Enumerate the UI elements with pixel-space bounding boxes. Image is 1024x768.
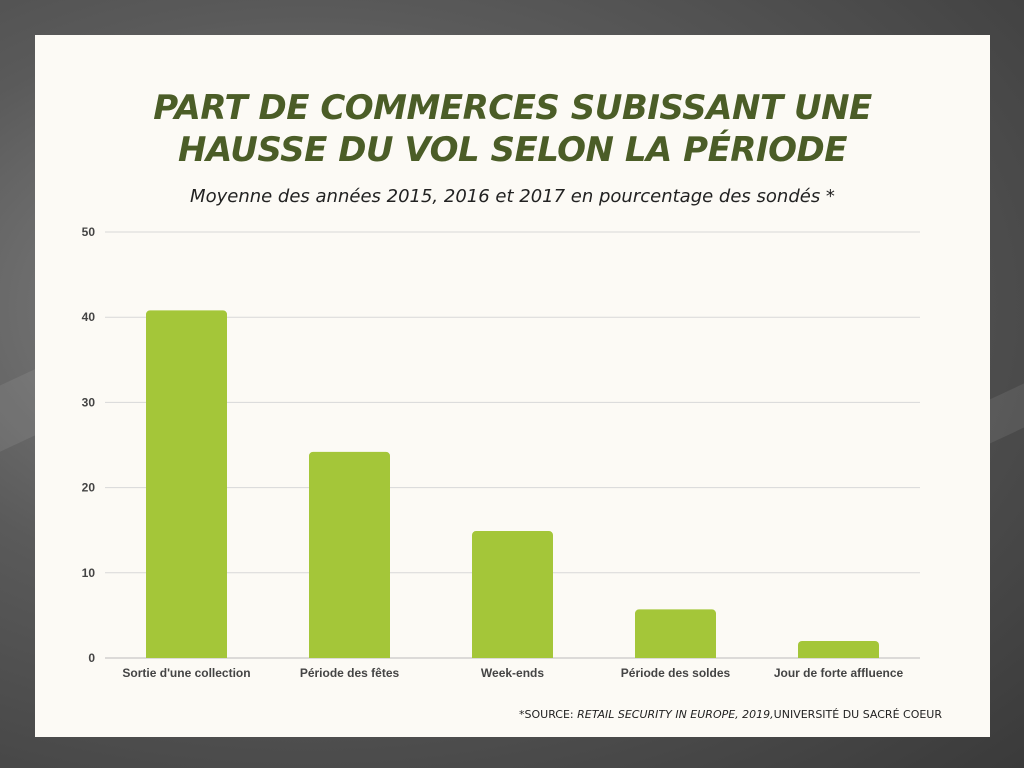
grid-lines [105, 231, 920, 659]
chart-title: PART DE COMMERCES SUBISSANT UNE HAUSSE D… [35, 87, 990, 171]
bars [146, 310, 879, 658]
chart-title-line-2: HAUSSE DU VOL SELON LA PÉRIODE [178, 130, 847, 170]
y-tick-label: 10 [82, 566, 96, 580]
footnote-suffix: UNIVERSITÉ DU SACRÉ COEUR [773, 708, 942, 721]
footnote-source-title: RETAIL SECURITY IN EUROPE, 2019, [577, 708, 774, 721]
bar-chart: 0 10 20 30 40 50 Sortie d'une collection Pério… [82, 225, 920, 680]
chart-subtitle: Moyenne des années 2015, 2016 et 2017 en… [190, 186, 835, 207]
chart-title-line-1: PART DE COMMERCES SUBISSANT UNE [153, 88, 872, 128]
y-axis-ticks: 0 10 20 30 40 50 [82, 225, 96, 665]
bar [635, 609, 716, 658]
x-tick-label: Période des fêtes [300, 666, 400, 680]
bar-base [309, 653, 390, 658]
y-tick-label: 30 [82, 395, 96, 409]
bar-base [146, 653, 227, 658]
chart-card: PART DE COMMERCES SUBISSANT UNE HAUSSE D… [35, 35, 990, 737]
x-tick-label: Jour de forte affluence [774, 666, 904, 680]
x-axis-labels: Sortie d'une collection Période des fêtes… [122, 666, 903, 680]
footnote-prefix: *SOURCE: [519, 708, 578, 721]
source-footnote: *SOURCE: RETAIL SECURITY IN EUROPE, 2019… [519, 708, 942, 721]
x-tick-label: Période des soldes [621, 666, 731, 680]
x-tick-label: Sortie d'une collection [122, 666, 250, 680]
bar-base [798, 653, 879, 658]
bar [309, 451, 390, 658]
x-tick-label: Week-ends [481, 666, 544, 680]
y-tick-label: 20 [82, 481, 96, 495]
y-tick-label: 0 [88, 651, 95, 665]
bar [472, 531, 553, 658]
bar-base [635, 653, 716, 658]
y-tick-label: 40 [82, 310, 96, 324]
y-tick-label: 50 [82, 225, 96, 239]
bar-base [472, 653, 553, 658]
bar [146, 310, 227, 658]
